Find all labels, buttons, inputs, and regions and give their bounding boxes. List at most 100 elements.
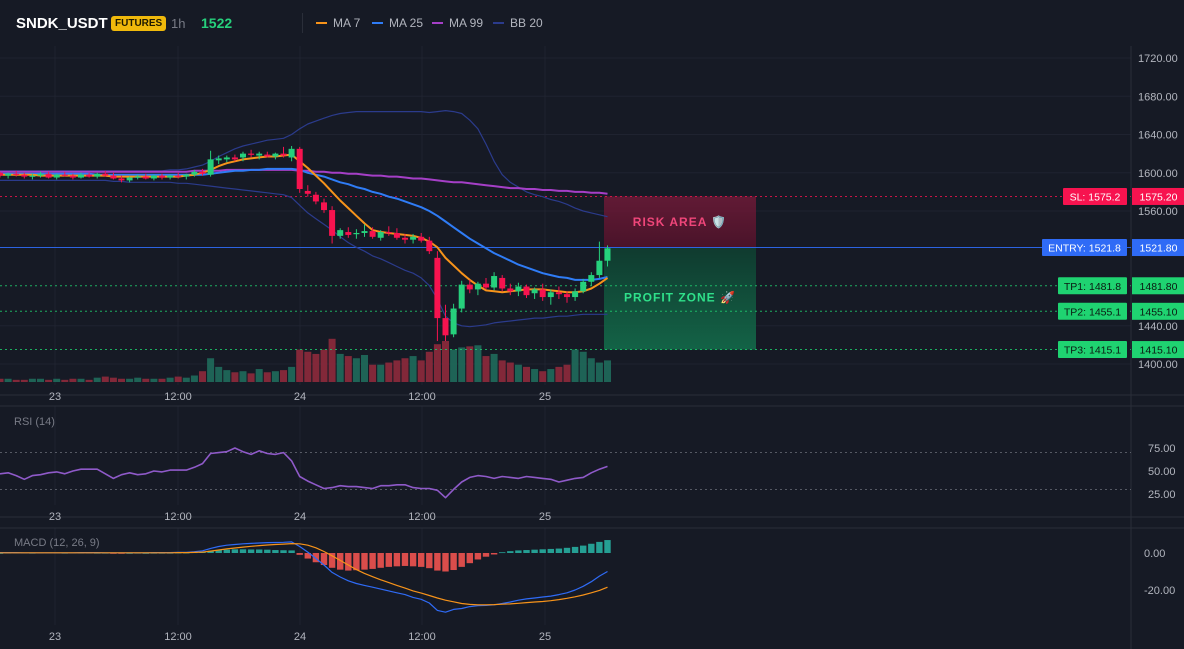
volume-bar (93, 377, 101, 382)
volume-bar (450, 349, 458, 382)
rsi-line (0, 447, 608, 499)
macd-histogram-bar (256, 549, 263, 553)
candle-body (410, 236, 417, 240)
volume-bar (425, 351, 433, 382)
volume-bar (385, 362, 393, 382)
candle-body (353, 232, 360, 235)
macd-histogram-bar (280, 550, 287, 553)
volume-bar (442, 340, 449, 382)
volume-bar (247, 373, 255, 382)
candle-body (499, 277, 506, 289)
candle-body (402, 237, 408, 240)
time-tick-label: 25 (539, 631, 551, 643)
macd-histogram-bar (142, 553, 149, 554)
timeframe-label[interactable]: 1h (171, 16, 186, 31)
volume-bar (142, 378, 150, 382)
macd-histogram-bar (531, 549, 538, 553)
macd-histogram-bar (239, 549, 247, 553)
candle-body (426, 240, 433, 252)
macd-histogram-bar (110, 553, 117, 554)
candle-body (329, 210, 336, 236)
price-tick-label: 1680.00 (1138, 91, 1178, 103)
macd-histogram-bar (223, 549, 230, 553)
time-tick-label: 12:00 (164, 511, 192, 523)
macd-signal-line (0, 542, 608, 606)
macd-histogram-bar (442, 553, 449, 572)
macd-histogram-bar (385, 553, 392, 567)
volume-bar (85, 379, 93, 382)
candle-body (312, 194, 319, 202)
macd-histogram-bar (401, 553, 409, 566)
candle-body (280, 153, 287, 156)
macd-histogram-bar (207, 550, 214, 553)
volume-bar (69, 378, 77, 382)
volume-bar (369, 364, 377, 382)
macd-histogram-bar (539, 549, 546, 553)
candle-body (304, 190, 311, 194)
time-tick-label: 12:00 (408, 511, 436, 523)
macd-histogram-bar (474, 553, 482, 560)
candle-body (523, 286, 530, 296)
level-tag-text: TP2: 1455.1 (1064, 306, 1121, 318)
macd-histogram-bar (345, 553, 352, 571)
macd-histogram-bar (563, 547, 571, 553)
candle-body (321, 202, 327, 211)
level-value-text: 1415.10 (1140, 345, 1178, 357)
macd-histogram-bar (231, 549, 239, 553)
volume-bar (482, 356, 490, 382)
candle-body (515, 286, 522, 292)
candle-body (596, 260, 603, 276)
volume-bar (377, 364, 385, 382)
legend-ma7[interactable]: MA 7 (316, 16, 360, 30)
volume-bar (28, 378, 36, 382)
macd-histogram-bar (320, 553, 328, 566)
level-value-text: 1455.10 (1140, 306, 1178, 318)
volume-bar (255, 369, 263, 382)
volume-bar (393, 360, 401, 382)
level-value-text: 1575.20 (1140, 191, 1178, 203)
candle-body (29, 175, 36, 177)
macd-histogram-bar (361, 553, 368, 570)
volume-bar (344, 356, 352, 382)
legend-ma99[interactable]: MA 99 (432, 16, 483, 30)
candle-body (377, 232, 384, 238)
macd-histogram-bar (588, 543, 595, 553)
candle-body (418, 236, 425, 241)
macd-tick-label: 0.00 (1144, 548, 1165, 560)
price-tick-label: 1400.00 (1138, 359, 1178, 371)
candle-body (296, 148, 303, 190)
profit-zone-label: PROFIT ZONE 🚀 (624, 291, 736, 305)
legend-label: MA 25 (389, 16, 424, 30)
volume-bar (304, 351, 312, 382)
candle-body (369, 231, 376, 237)
macd-histogram-bar (272, 550, 279, 553)
volume-bar (126, 378, 134, 382)
volume-bar (134, 377, 142, 382)
volume-bar (531, 369, 539, 382)
candle-body (539, 289, 546, 298)
macd-histogram-bar (434, 553, 441, 571)
macd-histogram-bar (409, 553, 417, 567)
volume-bars (0, 338, 611, 382)
volume-bar (215, 366, 223, 382)
time-tick-label: 25 (539, 391, 551, 403)
volume-bar (190, 375, 198, 382)
volume-bar (417, 360, 425, 382)
macd-histogram-bar (490, 553, 498, 555)
volume-bar (280, 370, 287, 382)
candle-body (564, 294, 570, 298)
candle-body (555, 292, 562, 295)
time-tick-label: 24 (294, 511, 306, 523)
symbol-name[interactable]: SNDK_USDT (16, 15, 108, 32)
legend-ma25[interactable]: MA 25 (372, 16, 423, 30)
level-tag-text: TP3: 1415.1 (1064, 345, 1121, 357)
candle-body (69, 175, 76, 178)
level-tag-entry (1042, 239, 1127, 257)
legend-bb20[interactable]: BB 20 (493, 16, 543, 30)
level-tag-tp1 (1058, 277, 1127, 295)
candle-body (150, 175, 157, 179)
legend-swatch (432, 22, 443, 24)
volume-bar (555, 366, 563, 382)
time-tick-label: 12:00 (408, 391, 436, 403)
